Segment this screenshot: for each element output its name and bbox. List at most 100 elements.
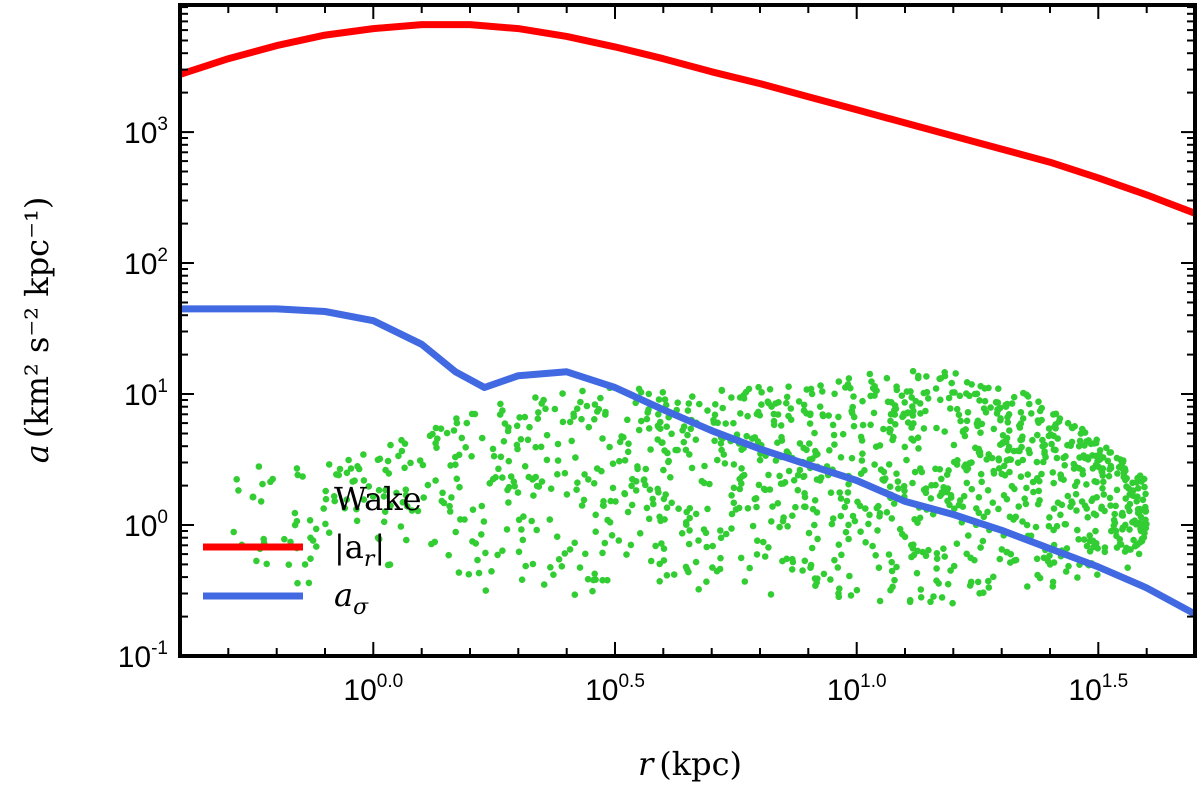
wake-point — [353, 505, 360, 513]
wake-point — [862, 505, 869, 512]
wake-point — [384, 457, 392, 465]
wake-point — [718, 446, 725, 454]
wake-point — [624, 448, 632, 456]
wake-point — [1049, 578, 1057, 586]
wake-point — [1141, 505, 1149, 512]
wake-point — [333, 471, 340, 478]
wake-point — [1023, 391, 1030, 399]
wake-point — [834, 564, 842, 571]
wake-point — [968, 485, 976, 493]
wake-point — [1041, 448, 1048, 455]
wake-point — [692, 436, 700, 444]
wake-point — [652, 542, 659, 550]
wake-point — [917, 586, 925, 593]
wake-point — [785, 383, 792, 391]
wake-point — [987, 404, 994, 411]
wake-point — [486, 480, 494, 487]
wake-point — [1099, 485, 1106, 492]
wake-point — [650, 500, 657, 508]
wake-point — [583, 402, 591, 410]
wake-point — [1110, 522, 1118, 529]
wake-point — [891, 411, 899, 418]
wake-point — [871, 383, 878, 390]
wake-point — [599, 549, 606, 557]
wake-point — [599, 576, 606, 584]
wake-point — [336, 465, 344, 473]
wake-point — [330, 493, 338, 500]
wake-point — [686, 527, 693, 534]
wake-point — [1060, 454, 1067, 462]
wake-point — [738, 446, 745, 454]
wake-point — [1090, 510, 1098, 517]
wake-point — [730, 499, 738, 507]
wake-point — [529, 476, 536, 483]
wake-point — [813, 509, 821, 516]
wake-point — [320, 505, 328, 512]
wake-point — [1002, 438, 1010, 446]
wake-point — [558, 563, 566, 570]
wake-point — [1002, 403, 1010, 410]
wake-point — [680, 423, 688, 430]
y-tick-label: 103 — [124, 114, 168, 150]
wake-point — [888, 558, 895, 566]
wake-point — [1064, 441, 1071, 449]
wake-point — [753, 551, 761, 558]
wake-point — [1083, 481, 1090, 488]
wake-point — [365, 483, 373, 490]
wake-point — [998, 546, 1006, 553]
wake-point — [591, 570, 598, 578]
wake-point — [260, 535, 268, 543]
wake-point — [1068, 498, 1075, 505]
wake-point — [923, 388, 931, 396]
wake-point — [883, 509, 891, 516]
wake-point — [618, 433, 625, 440]
wake-point — [859, 450, 866, 458]
wake-point — [494, 551, 501, 559]
wake-point — [532, 443, 539, 451]
wake-point — [867, 421, 874, 429]
wake-point — [628, 482, 635, 490]
wake-point — [1094, 571, 1101, 578]
wake-point — [713, 567, 721, 575]
wake-point — [624, 508, 632, 516]
wake-point — [399, 499, 407, 506]
wake-point — [1084, 456, 1092, 463]
wake-point — [403, 536, 410, 544]
wake-point — [1110, 516, 1118, 524]
wake-point — [686, 451, 693, 458]
wake-point — [976, 590, 983, 597]
wake-point — [490, 452, 498, 460]
wake-point — [547, 564, 554, 571]
wake-point — [932, 385, 940, 392]
wake-point — [482, 549, 489, 557]
wake-point — [1084, 514, 1091, 521]
wake-point — [800, 473, 807, 481]
wake-point — [783, 555, 790, 563]
wake-point — [660, 545, 668, 552]
wake-point — [647, 557, 655, 565]
wake-point — [1032, 523, 1040, 531]
wake-point — [1024, 471, 1032, 478]
asigma-line — [180, 305, 1197, 618]
wake-point — [880, 468, 888, 476]
wake-point — [616, 457, 623, 465]
wake-point — [1106, 494, 1114, 502]
wake-point — [511, 483, 518, 490]
wake-point — [983, 456, 990, 463]
wake-point — [848, 407, 855, 415]
wake-point — [680, 438, 688, 446]
wake-point — [866, 370, 874, 378]
wake-point — [938, 475, 945, 483]
wake-point — [505, 499, 512, 506]
wake-point — [452, 528, 460, 536]
wake-point — [489, 445, 497, 453]
wake-point — [783, 448, 791, 455]
wake-point — [806, 420, 814, 427]
wake-point — [995, 505, 1002, 513]
wake-point — [428, 540, 435, 548]
wake-point — [578, 502, 586, 509]
wake-point — [1126, 507, 1133, 515]
wake-point — [784, 523, 791, 530]
wake-point — [581, 471, 588, 478]
wake-point — [783, 399, 790, 407]
